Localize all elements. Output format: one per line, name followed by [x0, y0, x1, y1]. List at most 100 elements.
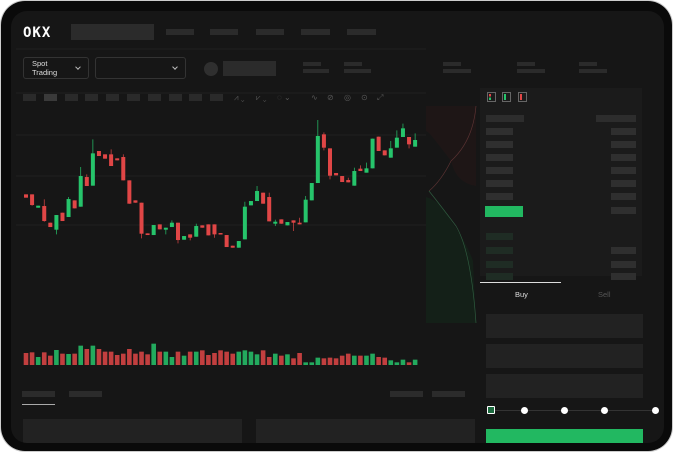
nav-item[interactable] [166, 29, 194, 35]
candle [358, 168, 363, 172]
ask-amount [611, 141, 636, 148]
settings-icon[interactable]: ◌ ⌄ [277, 93, 291, 102]
depth-asks [426, 106, 476, 186]
timeframe-button[interactable] [189, 94, 203, 101]
bottom-action[interactable] [390, 391, 423, 397]
candlestick-chart[interactable] [11, 11, 481, 381]
volume-bar [78, 345, 84, 365]
volume-bar [187, 351, 193, 365]
ask-price [486, 154, 513, 161]
orderbook-view-toggle[interactable] [487, 92, 537, 104]
volume-bar [23, 353, 29, 365]
volume-bar [388, 360, 394, 365]
price-input[interactable] [486, 314, 643, 338]
tab-buy[interactable]: Buy [515, 290, 528, 299]
search-bar[interactable] [71, 24, 154, 40]
candle [285, 222, 290, 226]
candle [248, 201, 253, 206]
volume-bar [230, 353, 236, 365]
fullscreen-icon[interactable]: ⤢ [377, 93, 384, 102]
app-screen: OKX Spot Trading ⩘ ⌄ ⩗ ⌄ ◌ ⌄ ∿ ⊘ ◎ ⊙ ⤢ [11, 11, 664, 443]
nav-item[interactable] [301, 29, 330, 35]
slider-node-50[interactable] [561, 407, 568, 414]
timeframe-button[interactable] [127, 94, 140, 101]
volume-bar [400, 359, 406, 365]
candle [176, 222, 180, 241]
nav-item[interactable] [256, 29, 284, 35]
ask-price [486, 167, 513, 174]
timeframe-button[interactable] [43, 94, 57, 101]
tab-order-history[interactable] [69, 391, 102, 397]
line-tool-icon[interactable]: ∿ [311, 93, 318, 102]
volume-bar [127, 349, 132, 365]
candle [212, 224, 217, 235]
reset-icon[interactable]: ⊙ [361, 93, 368, 102]
timeframe-button[interactable] [168, 94, 182, 101]
timeframe-button[interactable] [147, 94, 161, 101]
candle [364, 168, 369, 173]
slider-node-25[interactable] [521, 407, 528, 414]
bid-price [486, 273, 513, 280]
nav-item[interactable] [210, 29, 238, 35]
volume-bar [139, 351, 144, 365]
indicator-icon[interactable]: ⩘ ⌄ [234, 93, 245, 102]
slider-handle[interactable] [487, 406, 495, 414]
volume-bar [382, 357, 388, 365]
chart-type-icon[interactable]: ⩗ ⌄ [256, 93, 267, 102]
candle [273, 221, 278, 224]
draw-tool-icon[interactable]: ⊘ [327, 93, 334, 102]
circle-tool-icon[interactable]: ◎ [344, 93, 351, 102]
orderbook-both-icon [487, 92, 496, 102]
slider-node-75[interactable] [601, 407, 608, 414]
timeframe-button[interactable] [23, 94, 36, 101]
volume-bar [60, 353, 65, 365]
tab-sell[interactable]: Sell [598, 290, 611, 299]
volume-bar [327, 357, 333, 365]
nav-item[interactable] [347, 29, 376, 35]
candle [24, 194, 28, 198]
volume-bar [236, 351, 242, 365]
pair-dropdown[interactable] [95, 57, 186, 79]
candle [200, 225, 205, 228]
buy-tab-underline [480, 282, 561, 283]
amount-input[interactable] [486, 344, 643, 368]
total-input[interactable] [486, 374, 643, 398]
slider-node-100[interactable] [652, 407, 659, 414]
volume-bar [48, 355, 53, 365]
volume-bar [90, 345, 96, 365]
orderbook-bids-icon [502, 92, 511, 102]
volume-bar [54, 350, 59, 365]
buy-button[interactable] [486, 429, 643, 443]
ask-amount [611, 180, 636, 187]
amount-slider[interactable] [491, 410, 656, 411]
market-type-dropdown[interactable]: Spot Trading [23, 57, 89, 79]
candle [194, 226, 199, 237]
volume-bar [406, 362, 412, 365]
volume-bar [303, 362, 308, 365]
timeframe-button[interactable] [85, 94, 99, 101]
volume-bar [297, 353, 302, 365]
timeframe-button[interactable] [210, 94, 224, 101]
candle [370, 138, 375, 169]
ask-price [486, 193, 513, 200]
candle [30, 194, 35, 206]
timeframe-button[interactable] [106, 94, 120, 101]
ask-amount [611, 128, 636, 135]
volume-bar [200, 350, 205, 365]
bottom-action[interactable] [432, 391, 465, 397]
orderbook-header [486, 115, 524, 122]
ask-amount [611, 154, 636, 161]
volume-bar [108, 351, 114, 365]
tab-open-orders[interactable] [22, 391, 55, 397]
orderbook-header [596, 115, 636, 122]
volume-bar [145, 354, 150, 365]
candle [109, 154, 114, 167]
volume-bar [157, 351, 163, 365]
ask-amount [611, 207, 636, 214]
timeframe-button[interactable] [64, 94, 78, 101]
candle [328, 148, 332, 176]
okx-logo[interactable]: OKX [23, 25, 52, 41]
volume-bar [339, 355, 345, 365]
candle [169, 222, 174, 228]
volume-bar [333, 358, 339, 365]
